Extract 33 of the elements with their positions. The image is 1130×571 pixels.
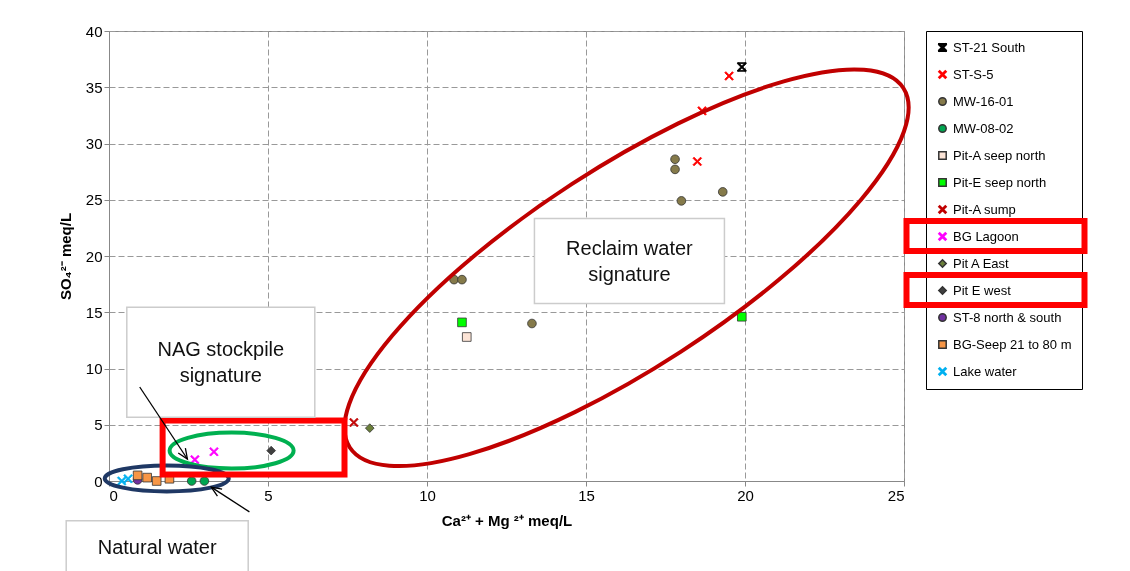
x-axis-title: Ca²⁺ + Mg ²⁺ meq/L <box>441 511 573 529</box>
x-tick-label: 10 <box>419 486 436 504</box>
x-tick-label: 15 <box>578 486 595 504</box>
legend-label: Pit-A seep north <box>953 147 1046 163</box>
text: Natural water <box>97 535 218 558</box>
legend-label: Pit-A sump <box>953 201 1016 217</box>
y-tick-label: 15 <box>85 303 103 321</box>
y-tick-label: 25 <box>85 191 103 209</box>
legend-label: MW-08-02 <box>953 120 1014 136</box>
y-tick-label: 35 <box>85 78 103 96</box>
legend-label: MW-16-01 <box>953 93 1014 109</box>
y-tick-label: 0 <box>94 472 103 490</box>
legend-label: BG-Seep 21 to 80 m <box>953 336 1072 352</box>
legend-label: Pit-E seep north <box>953 174 1047 190</box>
x-tick-label: 0 <box>109 486 118 504</box>
y-axis-title: SO₄²⁻ meq/L <box>56 212 74 301</box>
annotation: NAG stockpile signature <box>157 338 285 387</box>
legend-label: ST-21 South <box>953 39 1026 55</box>
legend-label: Pit A East <box>953 255 1010 271</box>
y-tick-label: 40 <box>85 22 103 40</box>
legend-label: BG Lagoon <box>953 228 1019 244</box>
annotation: Reclaim water signature <box>566 237 694 285</box>
legend-label: ST-8 north & south <box>953 309 1062 325</box>
legend-label: Pit E west <box>953 282 1012 298</box>
legend-label: ST-S-5 <box>953 66 994 82</box>
legend-label: Lake water <box>953 363 1018 379</box>
y-tick-label: 30 <box>85 135 103 152</box>
x-tick-label: 5 <box>264 486 273 504</box>
x-tick-label: 25 <box>887 486 905 504</box>
x-tick-label: 20 <box>737 486 754 504</box>
y-tick-label: 5 <box>94 416 103 434</box>
y-tick-label: 20 <box>85 247 103 265</box>
y-tick-label: 10 <box>85 360 103 377</box>
